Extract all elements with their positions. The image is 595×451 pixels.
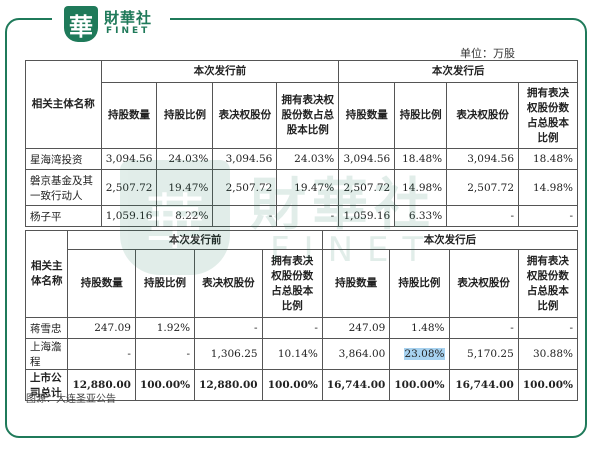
cell-highlighted: 23.08% <box>389 338 450 370</box>
entity-name: 蒋雪忠 <box>24 317 69 339</box>
entity-name: 上海澹程 <box>24 338 69 370</box>
cell: 3,094.56 <box>100 148 158 170</box>
cell: 100.00% <box>134 369 196 401</box>
cell: 19.47% <box>276 169 340 206</box>
cell: 100.00% <box>517 369 579 401</box>
cell: 3,094.56 <box>212 148 278 170</box>
header-col: 持股数量 <box>338 82 396 149</box>
header-col: 持股数量 <box>100 82 158 149</box>
cell: 1,306.25 <box>194 338 263 370</box>
cell: 1,059.16 <box>338 205 396 227</box>
cell: 247.09 <box>67 317 136 339</box>
shareholding-table-1: 相关主体名称 本次发行前 本次发行后 持股数量 持股比例 表决权股份 拥有表决权… <box>25 60 578 227</box>
cell: - <box>134 338 196 370</box>
image-source-caption: 图源：大连圣亚公告 <box>26 394 116 405</box>
header-col: 拥有表决权股份数占总股本比例 <box>518 82 578 149</box>
cell: 8.22% <box>156 205 214 227</box>
table-row: 上海澹程 - - 1,306.25 10.14% 3,864.00 23.08%… <box>24 338 579 370</box>
cell: 2,507.72 <box>446 169 520 206</box>
header-before: 本次发行前 <box>67 230 323 250</box>
cell: 18.48% <box>394 148 448 170</box>
cell: 12,880.00 <box>67 369 136 401</box>
cell: 100.00% <box>261 369 323 401</box>
cell: - <box>517 317 579 339</box>
shareholding-table-2: 相关主体名称 本次发行前 本次发行后 持股数量 持股比例 表决权股份 拥有表决权… <box>24 230 579 401</box>
header-after: 本次发行后 <box>338 60 578 83</box>
header-col: 拥有表决权股份数占总股本比例 <box>276 82 340 149</box>
cell: 3,094.56 <box>446 148 520 170</box>
header-after: 本次发行后 <box>321 230 579 250</box>
brand-name-en: FINET <box>106 26 151 36</box>
cell: - <box>261 317 323 339</box>
entity-name: 星海湾投资 <box>25 148 102 170</box>
header-col: 持股比例 <box>394 82 448 149</box>
brand-name-cn: 財華社 <box>104 9 153 27</box>
cell: 16,744.00 <box>321 369 391 401</box>
logo-char: 華 <box>69 12 93 41</box>
header-col: 表决权股份 <box>448 249 519 318</box>
table-row: 星海湾投资 3,094.56 24.03% 3,094.56 24.03% 3,… <box>25 148 578 170</box>
finet-logo: 華 <box>64 6 98 42</box>
table-row: 杨子平 1,059.16 8.22% - - 1,059.16 6.33% - … <box>25 205 578 227</box>
cell: - <box>276 205 340 227</box>
cell: - <box>194 317 263 339</box>
cell: 3,864.00 <box>321 338 391 370</box>
entity-name: 杨子平 <box>25 205 102 227</box>
header-col: 表决权股份 <box>212 82 278 149</box>
unit-label: 单位：万股 <box>460 47 515 60</box>
cell: 2,507.72 <box>100 169 158 206</box>
cell: 19.47% <box>156 169 214 206</box>
table-row: 磐京基金及其一致行动人 2,507.72 19.47% 2,507.72 19.… <box>25 169 578 206</box>
header-entity: 相关主体名称 <box>25 60 102 149</box>
header-col: 持股比例 <box>134 249 196 318</box>
header-col: 拥有表决权股份数占总股本比例 <box>517 249 579 318</box>
header-col: 持股数量 <box>321 249 391 318</box>
cell: - <box>518 205 578 227</box>
header-col: 持股比例 <box>156 82 214 149</box>
cell: 100.00% <box>389 369 450 401</box>
cell: 1.92% <box>134 317 196 339</box>
cell: - <box>448 317 519 339</box>
cell: - <box>67 338 136 370</box>
table-row: 蒋雪忠 247.09 1.92% - - 247.09 1.48% - - <box>24 317 579 339</box>
cell: 5,170.25 <box>448 338 519 370</box>
header-col: 持股比例 <box>389 249 450 318</box>
cell: 16,744.00 <box>448 369 519 401</box>
highlight-value: 23.08% <box>404 348 445 360</box>
cell: 12,880.00 <box>194 369 263 401</box>
header-col: 持股数量 <box>67 249 136 318</box>
cell: 30.88% <box>517 338 579 370</box>
cell: 3,094.56 <box>338 148 396 170</box>
header-entity: 相关主体名称 <box>24 230 69 318</box>
cell: 6.33% <box>394 205 448 227</box>
header-before: 本次发行前 <box>100 60 340 83</box>
cell: 18.48% <box>518 148 578 170</box>
table-row-total: 上市公司总计 12,880.00 100.00% 12,880.00 100.0… <box>24 369 579 401</box>
cell: 2,507.72 <box>212 169 278 206</box>
entity-name: 上市公司总计 <box>24 369 69 401</box>
cell: 247.09 <box>321 317 391 339</box>
header-col: 表决权股份 <box>194 249 263 318</box>
cell: 2,507.72 <box>338 169 396 206</box>
cell: 24.03% <box>276 148 340 170</box>
cell: 14.98% <box>394 169 448 206</box>
cell: - <box>446 205 520 227</box>
cell: 10.14% <box>261 338 323 370</box>
cell: 1.48% <box>389 317 450 339</box>
entity-name: 磐京基金及其一致行动人 <box>25 169 102 206</box>
cell: 24.03% <box>156 148 214 170</box>
cell: 1,059.16 <box>100 205 158 227</box>
cell: 14.98% <box>518 169 578 206</box>
header-col: 表决权股份 <box>446 82 520 149</box>
cell: - <box>212 205 278 227</box>
header-col: 拥有表决权股份数占总股本比例 <box>261 249 323 318</box>
